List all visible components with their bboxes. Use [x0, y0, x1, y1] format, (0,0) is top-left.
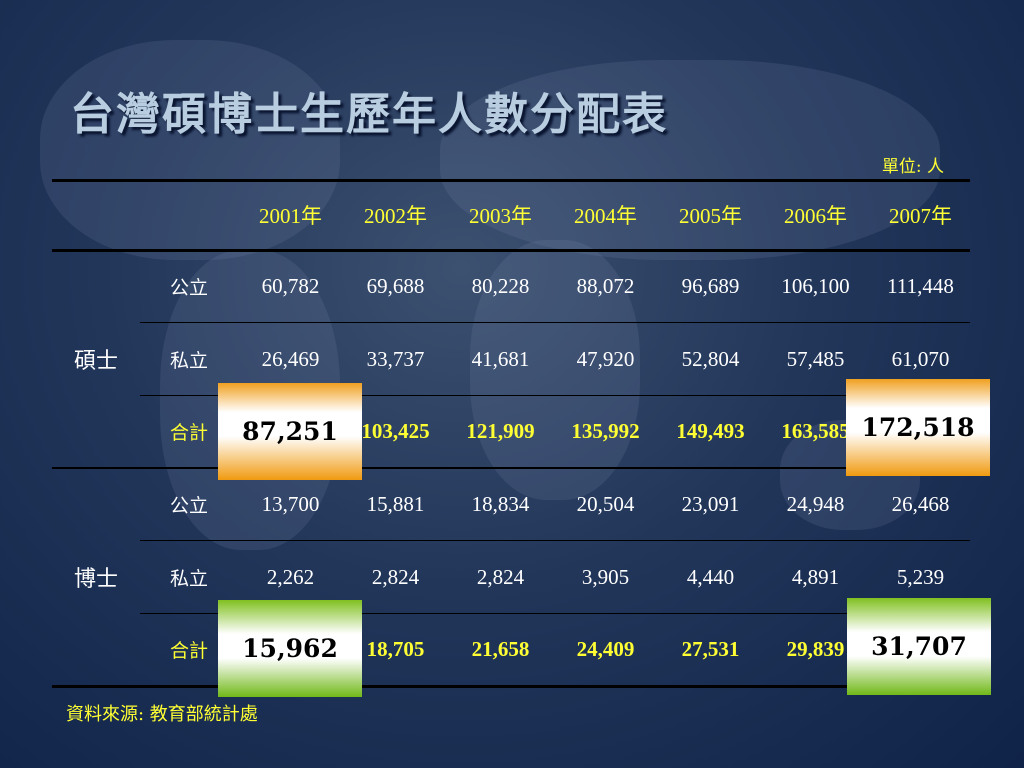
cell: 41,681: [471, 346, 530, 371]
cell: 163,585: [781, 419, 850, 444]
header-cell: 2003年: [469, 204, 532, 228]
cell: 2,824: [371, 564, 420, 589]
cell: 96,689: [681, 273, 740, 298]
cell: 121,909: [466, 419, 535, 444]
map-shape: [440, 60, 940, 260]
cell: 15,881: [366, 491, 425, 516]
rule: [52, 178, 970, 182]
cell: 24,948: [786, 491, 845, 516]
rule: [140, 540, 970, 542]
highlight-box: 31,707: [847, 598, 991, 695]
cell: 111,448: [887, 273, 954, 298]
group-label: 博士: [73, 567, 118, 593]
map-shape: [470, 240, 640, 500]
cell: 18,705: [366, 637, 425, 662]
cell: 80,228: [471, 273, 530, 298]
header-cell: 2007年: [889, 204, 952, 228]
map-shape: [40, 40, 340, 260]
cell: 33,737: [366, 346, 425, 371]
header-cell: 2006年: [784, 204, 847, 228]
title: 台灣碩博士生歷年人數分配表: [70, 89, 668, 140]
cell: 4,440: [686, 564, 735, 589]
rule: [52, 684, 970, 688]
cell: 3,905: [581, 564, 630, 589]
cell: 149,493: [676, 419, 745, 444]
cell: 88,072: [576, 273, 635, 298]
unit: 單位: 人: [881, 157, 944, 177]
rule: [140, 394, 970, 396]
row-label: 私立: [169, 567, 208, 590]
cell: 4,891: [791, 564, 840, 589]
header-cell: 2001年: [259, 204, 322, 228]
row-label: 合計: [169, 422, 208, 445]
cell: 135,992: [571, 419, 640, 444]
row-label: 公立: [169, 276, 208, 299]
cell: 69,688: [366, 273, 425, 298]
header-cell: 2005年: [679, 204, 742, 228]
cell: 26,469: [261, 346, 320, 371]
source: 資料來源: 教育部統計處: [66, 704, 258, 725]
header-cell: 2002年: [364, 204, 427, 228]
cell: 103,425: [361, 419, 430, 444]
cell: 60,782: [261, 273, 320, 298]
highlight-box: 172,518: [846, 379, 990, 476]
cell: 18,834: [471, 491, 530, 516]
cell: 20,504: [576, 491, 635, 516]
cell: 27,531: [681, 637, 740, 662]
highlight-box: 15,962: [218, 600, 362, 697]
cell: 5,239: [896, 564, 945, 589]
cell: 13,700: [261, 491, 320, 516]
rule: [52, 467, 970, 470]
row-label: 公立: [169, 494, 208, 517]
rule: [140, 613, 970, 614]
rule: [140, 322, 970, 324]
row-label: 合計: [169, 640, 208, 663]
cell: 24,409: [576, 637, 635, 662]
cell: 52,804: [681, 346, 740, 371]
cell: 2,262: [266, 564, 315, 589]
cell: 29,839: [786, 637, 845, 662]
cell: 61,070: [891, 346, 950, 371]
cell: 26,468: [891, 491, 950, 516]
cell: 2,824: [476, 564, 525, 589]
highlight-box: 87,251: [218, 383, 362, 480]
group-label: 碩士: [73, 349, 118, 375]
cell: 57,485: [786, 346, 845, 371]
header-cell: 2004年: [574, 204, 637, 228]
rule: [52, 248, 970, 252]
cell: 21,658: [471, 637, 530, 662]
cell: 106,100: [781, 273, 850, 298]
cell: 47,920: [576, 346, 635, 371]
cell: 23,091: [681, 491, 740, 516]
row-label: 私立: [169, 349, 208, 372]
